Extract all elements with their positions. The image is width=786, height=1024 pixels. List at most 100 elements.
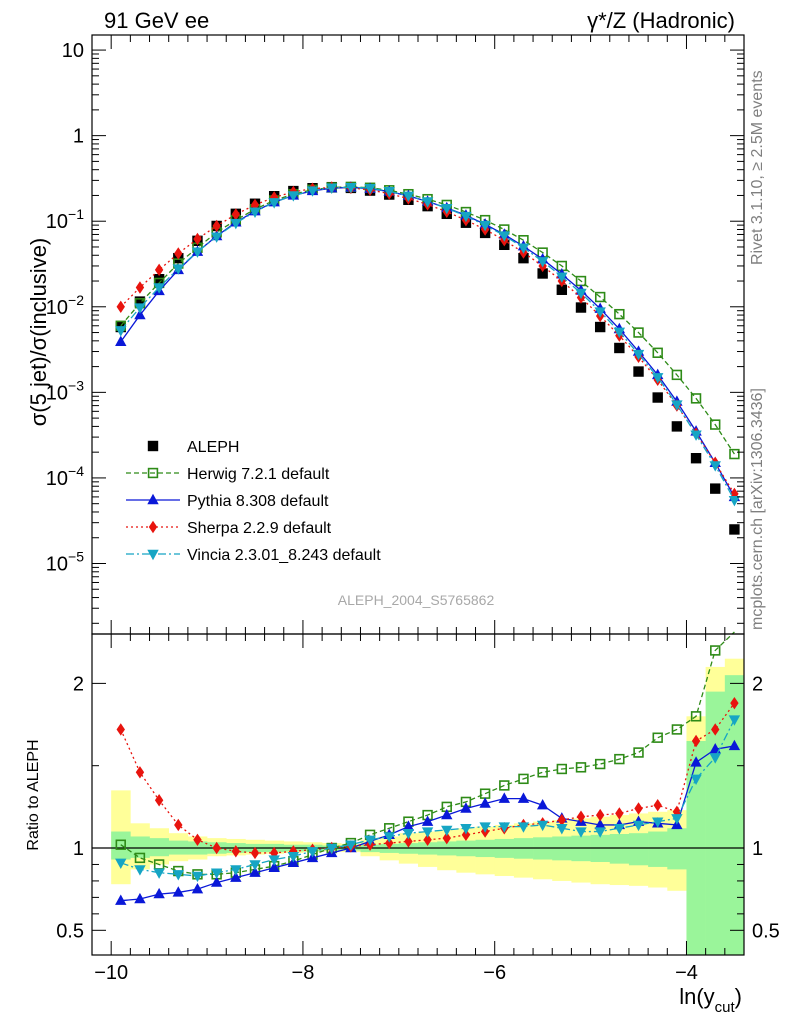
ratio-point-pythia-8-308-default [134, 892, 146, 904]
main-point-herwig-7-2-1-default [594, 291, 606, 303]
x-tick-label: −4 [675, 962, 698, 984]
ratio-point-pythia-8-308-default [517, 792, 530, 803]
ratio-point-sherpa-2-2-9-default [423, 833, 432, 846]
legend-label-vincia-2-3-01-8-243-default: Vincia 2.3.01_8.243 default [187, 547, 381, 564]
ratio-point-herwig-7-2-1-default [134, 852, 146, 864]
ratio-point-vincia-2-3-01-8-243-default [115, 858, 127, 870]
main-point-vincia-2-3-01-8-243-default [594, 307, 606, 318]
ratio-point-pythia-8-308-default [498, 792, 510, 803]
main-point-vincia-2-3-01-8-243-default [632, 349, 645, 361]
header-right: γ*/Z (Hadronic) [587, 8, 735, 33]
ratio-point-herwig-7-2-1-default [710, 645, 721, 656]
x-tick-label: −8 [292, 962, 315, 984]
ratio-point-herwig-7-2-1-default [652, 732, 663, 743]
ratio-point-pythia-8-308-default [191, 882, 204, 894]
main-point-vincia-2-3-01-8-243-default [709, 461, 721, 472]
ratio-point-herwig-7-2-1-default [479, 788, 491, 799]
ratio-point-herwig-7-2-1-default [115, 839, 126, 850]
main-point-sherpa-2-2-9-default [135, 281, 145, 294]
main-y-tick-label: 10−1 [46, 206, 84, 233]
main-point-vincia-2-3-01-8-243-default [383, 187, 395, 198]
ratio-line-herwig-7-2-1-default [120, 631, 735, 875]
main-point-sherpa-2-2-9-default [212, 219, 221, 233]
ratio-point-pythia-8-308-default [153, 887, 165, 899]
main-point-vincia-2-3-01-8-243-default [191, 247, 204, 258]
main-point-sherpa-2-2-9-default [116, 300, 125, 313]
main-point-vincia-2-3-01-8-243-default [230, 218, 242, 230]
main-point-aleph [690, 453, 702, 464]
ratio-point-sherpa-2-2-9-default [634, 802, 643, 815]
ratio-point-vincia-2-3-01-8-243-default [345, 840, 357, 851]
ratio-point-sherpa-2-2-9-default [442, 831, 451, 845]
ratio-point-herwig-7-2-1-default [690, 711, 702, 722]
main-point-vincia-2-3-01-8-243-default [498, 231, 510, 242]
ratio-point-sherpa-2-2-9-default [289, 845, 298, 858]
x-tick-label: −6 [483, 962, 506, 984]
ratio-band-inner [149, 838, 170, 857]
ratio-point-sherpa-2-2-9-default [174, 818, 183, 832]
ratio-point-sherpa-2-2-9-default [557, 813, 567, 827]
ratio-point-pythia-8-308-default [460, 802, 472, 813]
ratio-point-pythia-8-308-default [441, 808, 453, 820]
main-point-vincia-2-3-01-8-243-default [402, 191, 415, 203]
ratio-point-vincia-2-3-01-8-243-default [268, 855, 280, 866]
ratio-point-pythia-8-308-default [728, 739, 741, 751]
ratio-point-vincia-2-3-01-8-243-default [728, 715, 741, 726]
ratio-point-vincia-2-3-01-8-243-default [191, 871, 204, 883]
ratio-point-vincia-2-3-01-8-243-default [632, 820, 645, 832]
ratio-point-sherpa-2-2-9-default [691, 734, 701, 748]
main-point-sherpa-2-2-9-default [154, 263, 164, 277]
ratio-point-herwig-7-2-1-default [614, 753, 625, 765]
main-point-vincia-2-3-01-8-243-default [479, 220, 491, 232]
main-point-aleph [614, 342, 625, 354]
main-point-sherpa-2-2-9-default [231, 208, 241, 221]
x-tick-label: −10 [94, 962, 128, 984]
ratio-frame [91, 633, 745, 956]
ratio-point-sherpa-2-2-9-default [615, 807, 624, 820]
main-y-tick-label: 10−4 [46, 463, 84, 490]
main-point-vincia-2-3-01-8-243-default [153, 283, 165, 294]
ratio-point-pythia-8-308-default [421, 815, 434, 826]
ratio-point-vincia-2-3-01-8-243-default [402, 828, 415, 840]
ratio-point-vincia-2-3-01-8-243-default [536, 820, 549, 832]
ratio-point-vincia-2-3-01-8-243-default [230, 865, 242, 876]
main-point-pythia-8-308-default [115, 335, 127, 346]
main-y-axis-label: σ(5 jet)/σ(inclusive) [26, 238, 51, 427]
ratio-point-pythia-8-308-default [115, 894, 127, 905]
main-point-aleph [671, 421, 683, 432]
ratio-point-vincia-2-3-01-8-243-default [249, 860, 261, 871]
ratio-point-vincia-2-3-01-8-243-default [479, 822, 491, 833]
main-point-vincia-2-3-01-8-243-default [345, 182, 357, 194]
main-y-tick-label: 10 [62, 40, 84, 62]
legend-item-herwig-7-2-1-default: Herwig 7.2.1 default [126, 466, 330, 483]
main-axes: 10−5 10−4 10−3 10−2 10−1 1 10 [46, 34, 745, 635]
main-point-herwig-7-2-1-default [690, 393, 702, 404]
main-panel: 10−5 10−4 10−3 10−2 10−1 1 10 σ(5 jet)/σ(inclu… [26, 34, 745, 635]
main-point-aleph [556, 284, 568, 295]
main-series-vincia-2-3-01-8-243-default [115, 182, 741, 507]
main-point-vincia-2-3-01-8-243-default [728, 495, 741, 507]
main-series-herwig-7-2-1-default [115, 181, 740, 460]
main-point-vincia-2-3-01-8-243-default [364, 184, 376, 195]
ratio-point-herwig-7-2-1-default [499, 780, 510, 791]
legend-marker-vincia-2-3-01-8-243-default [147, 549, 159, 561]
ratio-point-vincia-2-3-01-8-243-default [172, 870, 184, 881]
ratio-point-vincia-2-3-01-8-243-default [556, 824, 568, 835]
legend-item-pythia-8-308-default: Pythia 8.308 default [126, 493, 329, 510]
ratio-point-sherpa-2-2-9-default [250, 846, 260, 860]
ratio-point-pythia-8-308-default [249, 866, 261, 877]
ratio-point-vincia-2-3-01-8-243-default [306, 847, 319, 858]
main-point-sherpa-2-2-9-default [174, 247, 183, 260]
x-axis-label: ln(ycut) [679, 984, 742, 1016]
main-plot-content [115, 181, 741, 535]
main-point-vincia-2-3-01-8-243-default [536, 257, 549, 268]
main-point-vincia-2-3-01-8-243-default [556, 272, 568, 283]
main-point-aleph [710, 483, 721, 494]
main-point-herwig-7-2-1-default [633, 327, 644, 338]
ratio-point-vincia-2-3-01-8-243-default [517, 822, 530, 833]
header-left: 91 GeV ee [104, 8, 209, 33]
ratio-plot-content [92, 631, 744, 905]
ratio-point-pythia-8-308-default [402, 820, 415, 831]
ratio-point-vincia-2-3-01-8-243-default [153, 868, 165, 879]
